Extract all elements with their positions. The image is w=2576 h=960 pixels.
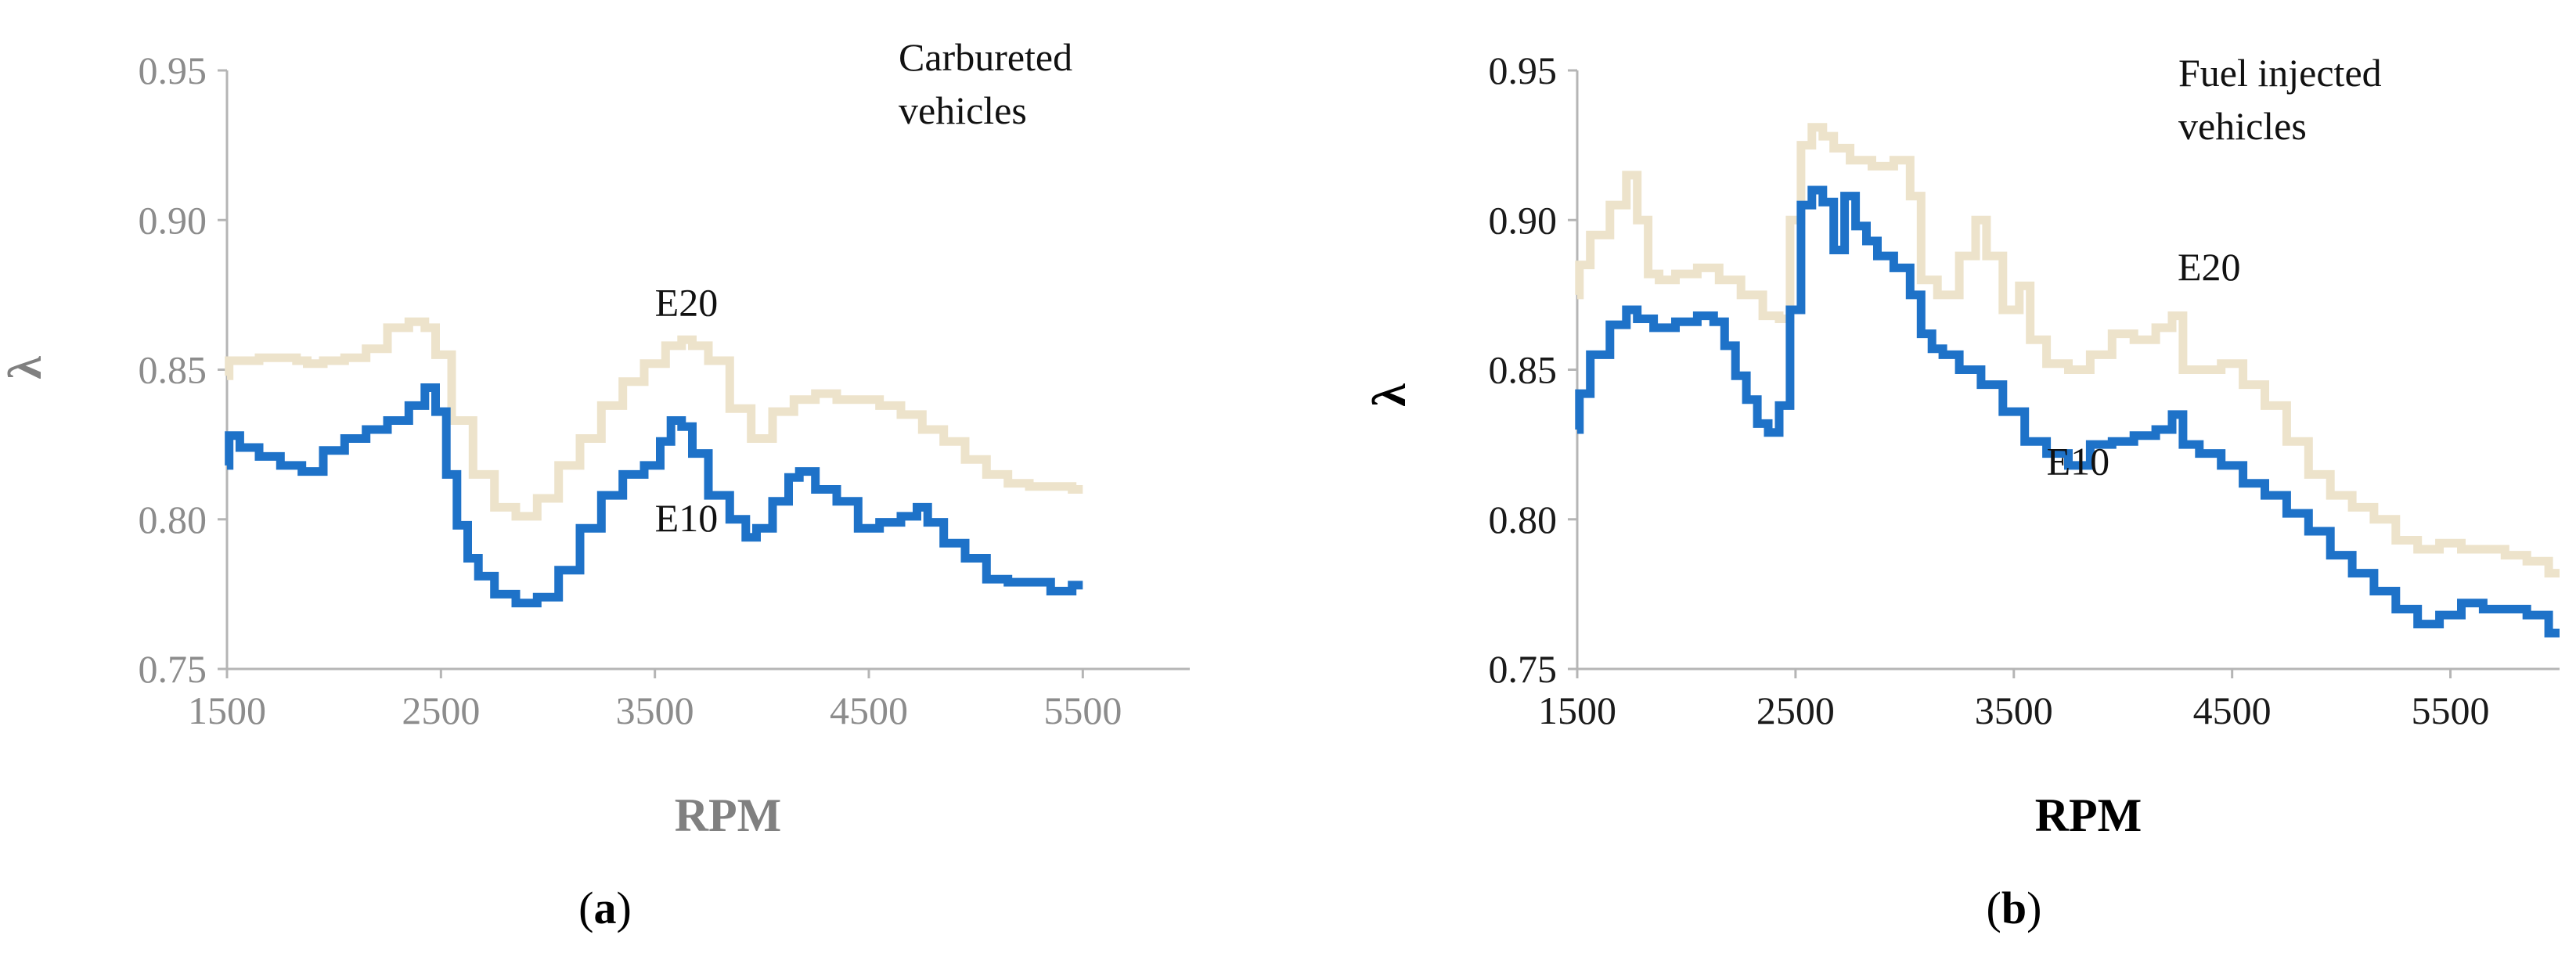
- y-axis-title: λ: [0, 356, 51, 379]
- y-tick-label: 0.95: [1489, 49, 1558, 92]
- y-tick-label: 0.85: [1489, 348, 1558, 392]
- x-tick-label: 2500: [402, 689, 480, 732]
- annotation-line: Carbureted: [899, 35, 1072, 79]
- series-label-e10: E10: [655, 496, 719, 540]
- series-line-e20: [225, 317, 1083, 521]
- series-line-e10: [225, 383, 1083, 608]
- y-tick-label: 0.90: [139, 198, 207, 242]
- panel-b-chart: 0.75 0.80 0.85 0.90 0.95 1500 2500 3500 4500 5500…: [1364, 49, 2560, 933]
- y-tick-label: 0.90: [1489, 198, 1558, 242]
- y-tick-label: 0.80: [139, 498, 207, 541]
- series-label-e20: E20: [655, 281, 719, 325]
- series-label-e20: E20: [2178, 245, 2241, 289]
- series-line-e10: [1575, 185, 2560, 638]
- x-tick-label: 1500: [1538, 689, 1616, 732]
- x-tick-label: 1500: [188, 689, 266, 732]
- y-tick-label: 0.85: [139, 348, 207, 392]
- annotation-line: vehicles: [899, 88, 1027, 132]
- x-axis-title: RPM: [2035, 789, 2142, 841]
- y-axis-title: λ: [1364, 383, 1415, 407]
- x-tick-label: 4500: [2193, 689, 2272, 732]
- series-line-e20: [1575, 123, 2560, 578]
- annotation-line: vehicles: [2178, 104, 2307, 148]
- y-tick-label: 0.75: [139, 647, 207, 691]
- panel-a-chart: 0.75 0.80 0.85 0.90 0.95 1500 2500 3500 4500 5500…: [0, 35, 1190, 933]
- panel-label: (b): [1987, 883, 2042, 933]
- x-tick-label: 2500: [1756, 689, 1835, 732]
- y-tick-label: 0.75: [1489, 647, 1558, 691]
- x-tick-label: 3500: [1975, 689, 2053, 732]
- x-tick-label: 4500: [830, 689, 908, 732]
- panel-label: (a): [578, 883, 632, 933]
- y-tick-label: 0.80: [1489, 498, 1558, 541]
- x-tick-label: 5500: [2412, 689, 2490, 732]
- x-axis-title: RPM: [675, 789, 782, 841]
- y-tick-label: 0.95: [139, 49, 207, 92]
- x-tick-label: 3500: [616, 689, 694, 732]
- series-label-e10: E10: [2047, 439, 2110, 483]
- annotation-line: Fuel injected: [2178, 51, 2382, 95]
- x-tick-label: 5500: [1043, 689, 1122, 732]
